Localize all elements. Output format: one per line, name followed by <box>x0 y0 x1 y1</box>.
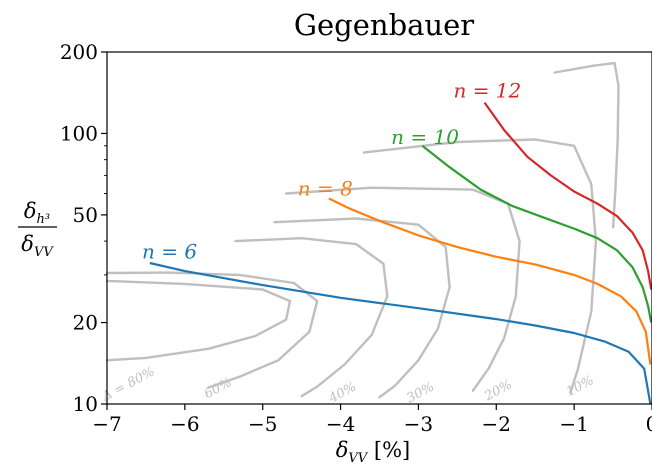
y-tick-label: 100 <box>60 121 98 145</box>
series-line <box>483 101 652 290</box>
y-tick-label: 200 <box>60 40 98 64</box>
series-line <box>421 144 652 323</box>
x-tick-label: −7 <box>92 412 121 436</box>
contour-labels: Δ = 80% 60% 40% 30% 20% 10% <box>99 364 597 406</box>
contour-lines <box>105 61 620 399</box>
contour-label: 10% <box>564 373 597 400</box>
x-tick-label: −3 <box>404 412 433 436</box>
contour-label: 30% <box>404 380 437 407</box>
contour-line <box>105 279 292 362</box>
y-axis-ticks: 10 20 50 100 200 <box>60 40 107 416</box>
series-label: n = 10 <box>391 125 459 149</box>
contour-label: 20% <box>481 377 514 404</box>
x-axis-label: δVV [%] <box>336 438 410 465</box>
series-label: n = 8 <box>298 176 353 200</box>
svg-text:δh³: δh³ <box>24 199 50 227</box>
series-line <box>328 197 652 365</box>
contour-line <box>234 237 389 398</box>
y-tick-label: 20 <box>73 311 98 335</box>
x-axis-ticks: −7 −6 −5 −4 −3 −2 −1 0 <box>92 404 652 436</box>
plot-frame <box>106 51 652 405</box>
chart-title: Gegenbauer <box>294 8 474 42</box>
series-line <box>149 261 652 405</box>
series-lines <box>149 101 652 405</box>
contour-line <box>553 61 620 229</box>
y-tick-label: 50 <box>73 203 98 227</box>
svg-text:δVV: δVV <box>21 232 54 260</box>
series-labels: n = 6 n = 8 n = 10 n = 12 <box>142 78 521 263</box>
series-label: n = 6 <box>142 239 197 263</box>
y-axis-label: δh³ δVV <box>18 199 57 260</box>
y-tick-label: 10 <box>73 392 98 416</box>
contour-label: Δ = 80% <box>99 364 158 405</box>
x-tick-label: 0 <box>646 412 652 436</box>
contour-line <box>362 138 598 394</box>
contour-line <box>284 186 521 392</box>
x-tick-label: −5 <box>248 412 277 436</box>
contour-label: 40% <box>326 380 359 407</box>
x-tick-label: −1 <box>559 412 588 436</box>
series-label: n = 12 <box>453 78 521 102</box>
x-tick-label: −6 <box>170 412 199 436</box>
x-tick-label: −4 <box>326 412 355 436</box>
x-tick-label: −2 <box>482 412 511 436</box>
